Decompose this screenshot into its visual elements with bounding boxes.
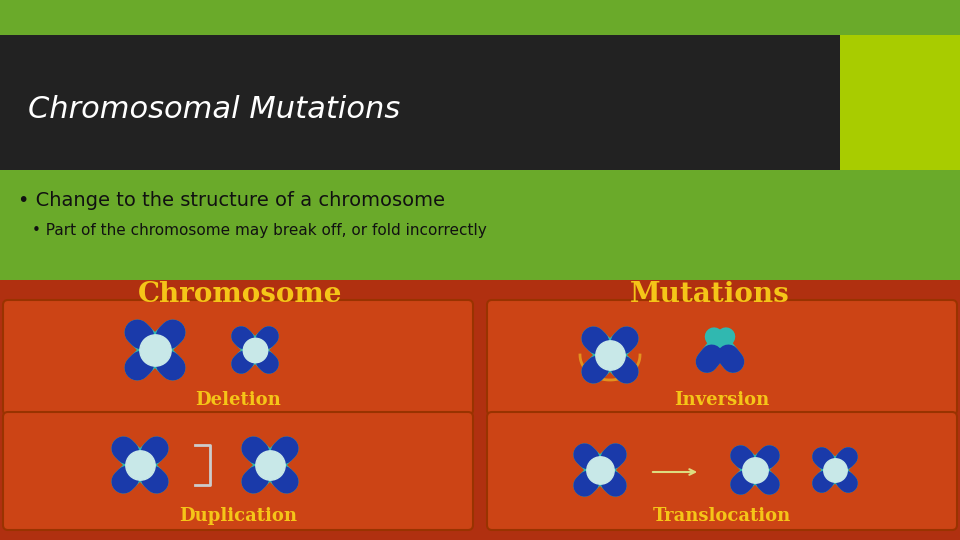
Text: Chromosomal Mutations: Chromosomal Mutations — [28, 96, 400, 125]
Text: Inversion: Inversion — [674, 391, 770, 409]
Text: Duplication: Duplication — [179, 507, 297, 525]
Text: • Change to the structure of a chromosome: • Change to the structure of a chromosom… — [18, 191, 445, 210]
Bar — [0, 35, 840, 170]
Bar — [840, 35, 960, 170]
Bar — [0, 280, 960, 540]
Text: Chromosome: Chromosome — [137, 281, 343, 308]
Text: Deletion: Deletion — [195, 391, 281, 409]
FancyBboxPatch shape — [487, 412, 957, 530]
Text: • Part of the chromosome may break off, or fold incorrectly: • Part of the chromosome may break off, … — [32, 222, 487, 238]
FancyBboxPatch shape — [487, 300, 957, 415]
FancyBboxPatch shape — [3, 412, 473, 530]
FancyBboxPatch shape — [3, 300, 473, 415]
Bar — [0, 0, 960, 35]
Text: Translocation: Translocation — [653, 507, 791, 525]
Text: Mutations: Mutations — [630, 281, 790, 308]
Bar — [0, 0, 960, 285]
